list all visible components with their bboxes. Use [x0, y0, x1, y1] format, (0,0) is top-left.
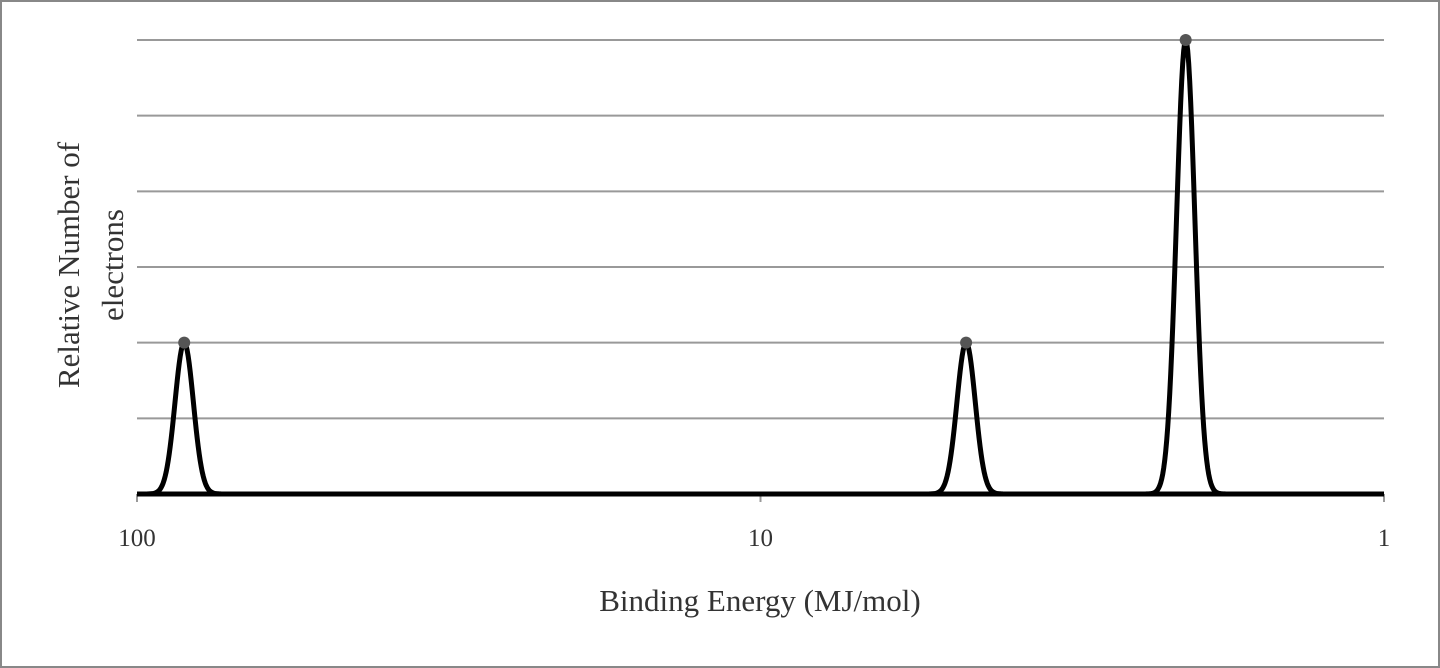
y-axis-label-line: Relative Number of [51, 141, 86, 388]
x-axis-label: Binding Energy (MJ/mol) [599, 583, 920, 618]
y-axis-label: Relative Number of electrons [51, 141, 130, 388]
peak-marker [178, 336, 191, 349]
x-tick-label: 100 [118, 525, 156, 552]
peak-marker [1179, 34, 1192, 46]
x-tick-label: 1 [1378, 525, 1391, 552]
peak-marker [960, 336, 973, 349]
y-axis-label-line: electrons [95, 209, 130, 321]
x-tick-label: 10 [748, 525, 773, 552]
